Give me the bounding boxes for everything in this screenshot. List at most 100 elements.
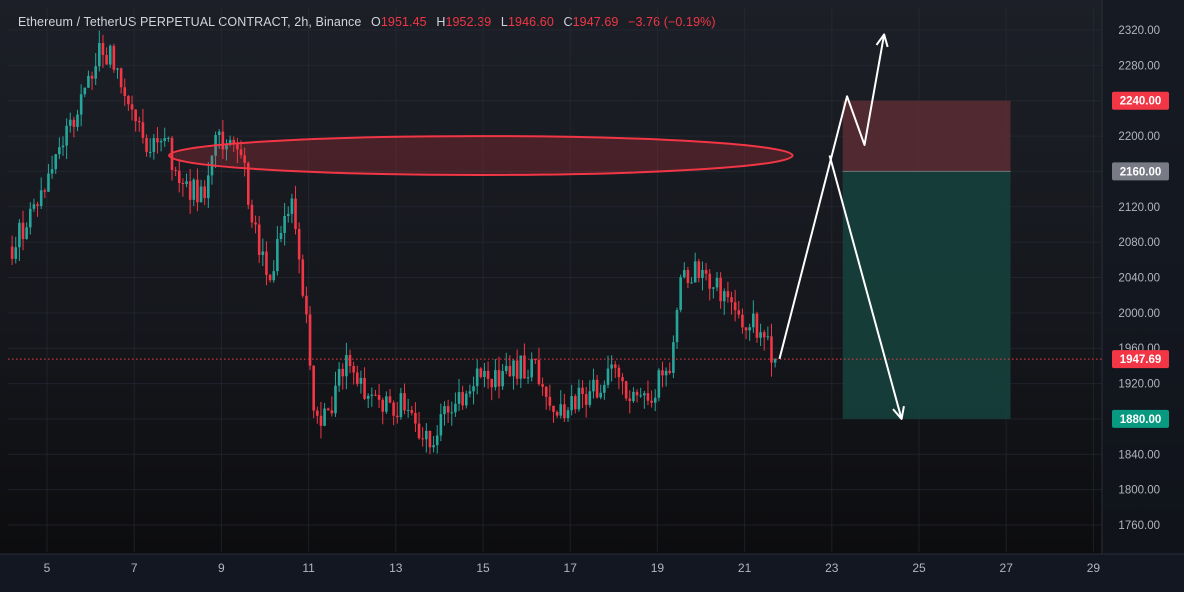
candle-body: [257, 224, 261, 255]
candle-body: [79, 94, 83, 115]
candle-body: [454, 403, 457, 413]
candle-body: [58, 147, 61, 155]
candle-body: [272, 271, 276, 281]
candle-body: [541, 384, 544, 387]
candle-body: [156, 138, 159, 143]
date-tick-label: 5: [44, 561, 51, 575]
candle-body: [446, 406, 450, 413]
candle-body: [537, 360, 541, 385]
candle-body: [570, 396, 573, 411]
candle-body: [203, 186, 206, 199]
candle-body: [308, 314, 312, 366]
candle-body: [621, 377, 624, 382]
candle-body: [417, 423, 421, 439]
open-value: 1951.45: [380, 15, 427, 29]
candle-body: [290, 198, 294, 214]
candle-body: [697, 261, 701, 279]
candle-body: [737, 310, 741, 315]
candle-body: [693, 261, 697, 283]
price-tick-label: 2080.00: [1118, 237, 1160, 249]
candle-body: [719, 277, 722, 302]
candle-body: [268, 274, 272, 281]
date-tick-label: 19: [651, 561, 665, 575]
date-tick-label: 7: [131, 561, 138, 575]
candle-body: [352, 366, 355, 373]
candle-body: [297, 228, 301, 260]
time-axis-bg: [0, 554, 1184, 592]
candle-body: [330, 410, 334, 414]
candle-body: [305, 295, 308, 315]
candle-body: [199, 186, 203, 203]
candle-body: [432, 445, 435, 448]
candle-body: [664, 370, 668, 376]
time-axis[interactable]: 5 7 9 11 13 15 17 19 21 23 25 27 29: [0, 553, 1184, 592]
candle-body: [337, 368, 341, 386]
candle-body: [461, 392, 464, 406]
candle-body: [690, 282, 693, 284]
candle-body: [457, 392, 461, 404]
candle-body: [563, 404, 566, 419]
candle-body: [639, 395, 642, 397]
candle-body: [646, 393, 650, 401]
current-price-badge-bg: [1112, 350, 1169, 369]
candle-body: [490, 378, 494, 388]
candle-body: [250, 204, 254, 223]
candle-body: [672, 342, 675, 373]
candle-body: [18, 222, 21, 248]
candle-body: [526, 377, 530, 379]
price-tick-label: 2120.00: [1118, 202, 1160, 214]
candle-body: [112, 45, 116, 70]
candle-body: [464, 393, 468, 406]
entry-price-badge-bg: [1112, 162, 1169, 181]
candle-body: [573, 396, 577, 410]
candle-body: [534, 359, 537, 361]
candle-body: [105, 54, 108, 65]
candle-body: [606, 368, 610, 385]
candle-body: [192, 179, 196, 200]
candle-body: [65, 125, 68, 146]
candle-body: [167, 137, 170, 139]
candle-body: [159, 140, 163, 143]
date-tick-label: 15: [476, 561, 490, 575]
candle-body: [152, 138, 156, 152]
price-tick-label: 1760.00: [1118, 520, 1160, 532]
candle-body: [544, 386, 548, 397]
price-tick-label: 1920.00: [1118, 379, 1160, 391]
candle-body: [450, 412, 454, 414]
candle-body: [68, 119, 72, 126]
candle-body: [319, 415, 323, 426]
candle-body: [108, 45, 112, 65]
arrowhead-up-icon: [875, 33, 889, 48]
candle-body: [715, 277, 719, 288]
candle-body: [708, 273, 712, 289]
candle-body: [475, 368, 479, 387]
candle-body: [366, 395, 370, 399]
candle-body: [592, 379, 595, 392]
candle-body: [50, 169, 54, 174]
candle-body: [628, 398, 632, 402]
price-axis-bg: [1102, 0, 1184, 592]
candle-body: [722, 291, 726, 302]
candle-body: [341, 368, 345, 377]
candle-body: [381, 399, 385, 412]
candle-body: [468, 391, 472, 394]
candle-body: [334, 385, 337, 414]
candle-body: [25, 227, 28, 240]
symbol-title: Ethereum / TetherUS PERPETUAL CONTRACT, …: [18, 15, 362, 29]
candle-body: [246, 162, 250, 205]
candle-body: [588, 391, 592, 405]
candle-body: [174, 169, 177, 171]
candle-body: [90, 75, 94, 79]
price-axis[interactable]: 1760.001800.001840.001880.001920.001960.…: [1101, 0, 1184, 592]
candle-body: [21, 222, 25, 240]
candle-body: [14, 247, 18, 259]
candle-body: [177, 170, 181, 184]
candle-body: [635, 391, 639, 396]
candle-body: [595, 379, 599, 398]
candle-body: [228, 139, 232, 145]
candle-body: [359, 377, 363, 384]
candle-body: [748, 327, 751, 331]
target-price-badge: 1880.00: [1120, 414, 1162, 426]
